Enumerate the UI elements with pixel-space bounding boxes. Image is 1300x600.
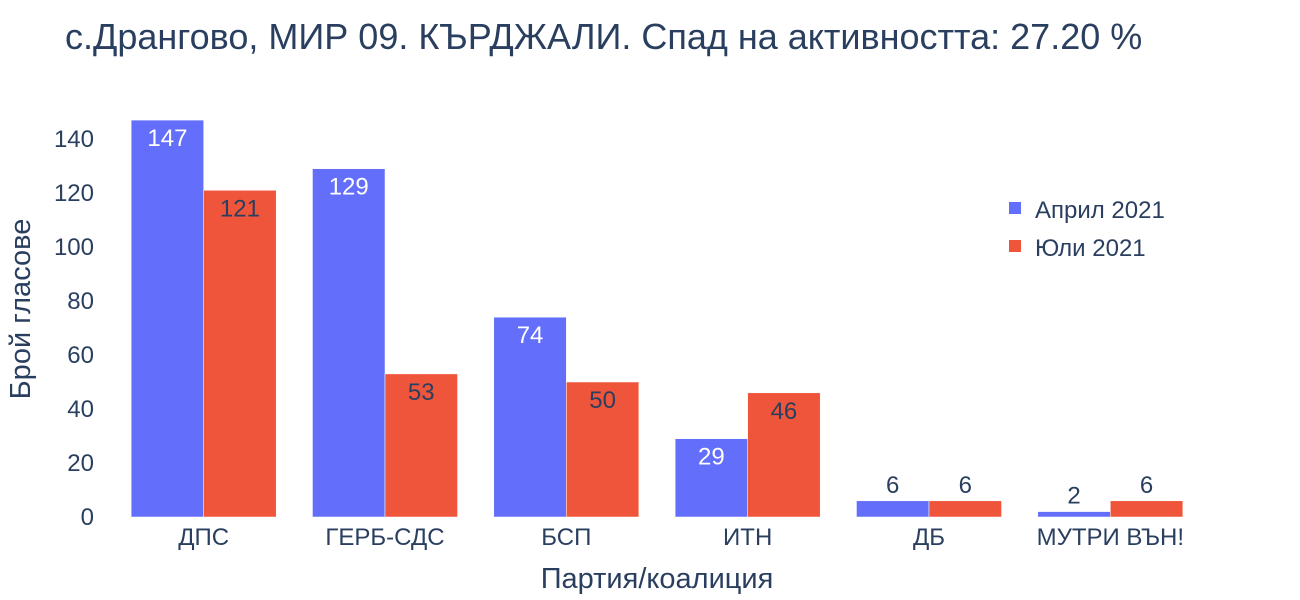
bar-april-5 — [1037, 511, 1111, 518]
bar-july-0 — [203, 190, 277, 518]
data-label-july-3: 46 — [771, 398, 798, 425]
data-label-july-0: 121 — [220, 195, 260, 222]
bar-april-2 — [493, 316, 567, 518]
data-label-july-2: 50 — [589, 387, 616, 414]
y-tick-label: 80 — [67, 288, 94, 315]
data-label-april-4: 6 — [886, 472, 899, 499]
bar-july-1 — [384, 373, 458, 518]
bar-april-0 — [130, 119, 204, 518]
bar-april-3 — [674, 438, 748, 518]
x-tick-label: ДПС — [178, 524, 229, 551]
legend-swatch-april — [1009, 202, 1021, 214]
x-tick-label: ИТН — [723, 524, 772, 551]
data-labels: 147 121 129 53 74 50 29 46 6 6 2 6 — [147, 125, 1153, 510]
bars-layer — [130, 119, 1184, 518]
data-label-april-0: 147 — [147, 125, 187, 152]
y-axis-title: Брой гласове — [5, 219, 37, 400]
data-label-april-1: 129 — [329, 174, 369, 201]
x-axis-ticks: ДПС ГЕРБ-СДС БСП ИТН ДБ МУТРИ ВЪН! — [178, 524, 1184, 551]
y-axis-ticks: 0 20 40 60 80 100 120 140 — [54, 126, 94, 531]
chart-title: с.Дрангово, МИР 09. КЪРДЖАЛИ. Спад на ак… — [65, 16, 1143, 57]
legend-swatch-july — [1009, 240, 1021, 252]
y-tick-label: 40 — [67, 396, 94, 423]
data-label-april-2: 74 — [517, 322, 544, 349]
x-tick-label: МУТРИ ВЪН! — [1037, 524, 1184, 551]
y-tick-label: 120 — [54, 180, 94, 207]
bar-july-3 — [747, 392, 821, 518]
bar-april-1 — [312, 168, 386, 518]
y-tick-label: 20 — [67, 450, 94, 477]
bar-april-4 — [856, 500, 930, 518]
data-label-april-5: 2 — [1067, 483, 1080, 510]
data-label-july-1: 53 — [408, 379, 435, 406]
y-tick-label: 0 — [81, 504, 94, 531]
x-tick-label: БСП — [541, 524, 591, 551]
x-tick-label: ДБ — [913, 524, 945, 551]
x-tick-label: ГЕРБ-СДС — [325, 524, 444, 551]
y-tick-label: 60 — [67, 342, 94, 369]
bar-july-4 — [928, 500, 1002, 518]
data-label-july-4: 6 — [959, 472, 972, 499]
y-tick-label: 100 — [54, 234, 94, 261]
legend-label-july: Юли 2021 — [1035, 235, 1146, 262]
data-label-july-5: 6 — [1140, 472, 1153, 499]
legend-label-april: Април 2021 — [1035, 197, 1165, 224]
data-label-april-3: 29 — [698, 444, 725, 471]
x-axis-title: Партия/коалиция — [541, 563, 774, 595]
bar-july-2 — [566, 381, 640, 518]
y-tick-label: 140 — [54, 126, 94, 153]
legend: Април 2021 Юли 2021 — [1009, 197, 1165, 262]
bar-july-5 — [1110, 500, 1184, 518]
